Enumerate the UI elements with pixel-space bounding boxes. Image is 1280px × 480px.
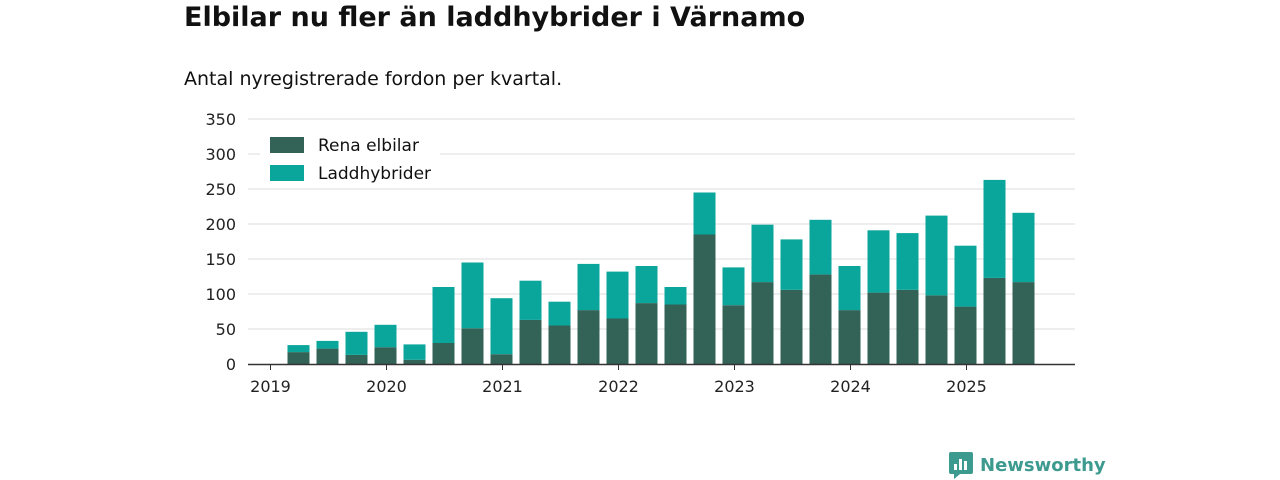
y-tick-label: 200	[205, 215, 236, 234]
bar-rena-elbilar	[838, 310, 861, 364]
bar-rena-elbilar	[664, 304, 687, 364]
x-tick-label: 2019	[250, 377, 291, 396]
x-tick-label: 2024	[830, 377, 871, 396]
bar-laddhybrider	[867, 230, 890, 293]
bar-laddhybrider	[664, 287, 687, 305]
bar-laddhybrider	[316, 340, 339, 349]
bar-rena-elbilar	[751, 282, 774, 364]
legend-swatch-rena-elbilar	[270, 137, 304, 153]
bar-rena-elbilar	[519, 319, 542, 364]
y-tick-label: 250	[205, 180, 236, 199]
legend-swatch-laddhybrider	[270, 165, 304, 181]
bar-rena-elbilar	[983, 277, 1006, 364]
brand-name: Newsworthy	[980, 454, 1106, 476]
bar-laddhybrider	[838, 266, 861, 311]
bar-laddhybrider	[751, 224, 774, 283]
bar-laddhybrider	[374, 324, 397, 348]
bar-rena-elbilar	[316, 348, 339, 364]
bar-laddhybrider	[403, 344, 426, 360]
bar-laddhybrider	[345, 331, 368, 355]
y-tick-label: 350	[205, 110, 236, 129]
y-tick-label: 300	[205, 145, 236, 164]
bar-laddhybrider	[490, 298, 513, 355]
bar-laddhybrider	[896, 233, 919, 290]
bar-laddhybrider	[577, 263, 600, 311]
bar-rena-elbilar	[867, 292, 890, 364]
x-tick-label: 2020	[366, 377, 407, 396]
bar-rena-elbilar	[925, 295, 948, 364]
chart-title: Elbilar nu fler än laddhybrider i Värnam…	[184, 2, 806, 33]
y-tick-label: 150	[205, 250, 236, 269]
legend-label-rena-elbilar: Rena elbilar	[318, 136, 419, 156]
bar-laddhybrider	[1012, 212, 1035, 283]
bar-rena-elbilar	[490, 354, 513, 364]
bar-rena-elbilar	[461, 328, 484, 364]
chart-subtitle: Antal nyregistrerade fordon per kvartal.	[184, 68, 563, 90]
bar-rena-elbilar	[345, 354, 368, 364]
bar-rena-elbilar	[287, 352, 310, 364]
bar-laddhybrider	[287, 345, 310, 353]
bar-laddhybrider	[693, 192, 716, 235]
bar-rena-elbilar	[548, 325, 571, 364]
x-tick-label: 2022	[598, 377, 639, 396]
bar-rena-elbilar	[432, 343, 455, 364]
bar-laddhybrider	[461, 262, 484, 329]
bar-rena-elbilar	[635, 303, 658, 364]
y-tick-label: 0	[226, 355, 236, 374]
bar-laddhybrider	[809, 219, 832, 275]
bar-laddhybrider	[432, 287, 455, 343]
bar-rena-elbilar	[374, 347, 397, 364]
x-tick-label: 2021	[482, 377, 523, 396]
bar-rena-elbilar	[809, 274, 832, 364]
bar-rena-elbilar	[577, 310, 600, 364]
bar-rena-elbilar	[606, 318, 629, 364]
bar-laddhybrider	[519, 280, 542, 320]
bar-laddhybrider	[548, 301, 571, 326]
bar-laddhybrider	[954, 245, 977, 307]
bar-rena-elbilar	[896, 289, 919, 364]
bar-laddhybrider	[722, 267, 745, 306]
x-tick-label: 2025	[946, 377, 987, 396]
x-tick-label: 2023	[714, 377, 755, 396]
bar-rena-elbilar	[403, 359, 426, 364]
bar-rena-elbilar	[954, 306, 977, 364]
newsworthy-logo-icon	[949, 452, 973, 479]
newsworthy-brand: Newsworthy	[948, 450, 1106, 480]
bar-laddhybrider	[780, 239, 803, 290]
bar-rena-elbilar	[722, 305, 745, 364]
legend-label-laddhybrider: Laddhybrider	[318, 164, 431, 184]
bar-laddhybrider	[606, 271, 629, 319]
bar-rena-elbilar	[693, 234, 716, 364]
bar-laddhybrider	[635, 266, 658, 304]
bar-rena-elbilar	[1012, 282, 1035, 364]
bar-rena-elbilar	[780, 289, 803, 364]
bar-laddhybrider	[925, 215, 948, 296]
y-tick-label: 50	[216, 320, 236, 339]
y-tick-label: 100	[205, 285, 236, 304]
stacked-bar-chart: 0 50 100 150 200 250 300 350 2019 2020 2021 2022 202…	[205, 110, 1075, 396]
bar-laddhybrider	[983, 179, 1006, 278]
